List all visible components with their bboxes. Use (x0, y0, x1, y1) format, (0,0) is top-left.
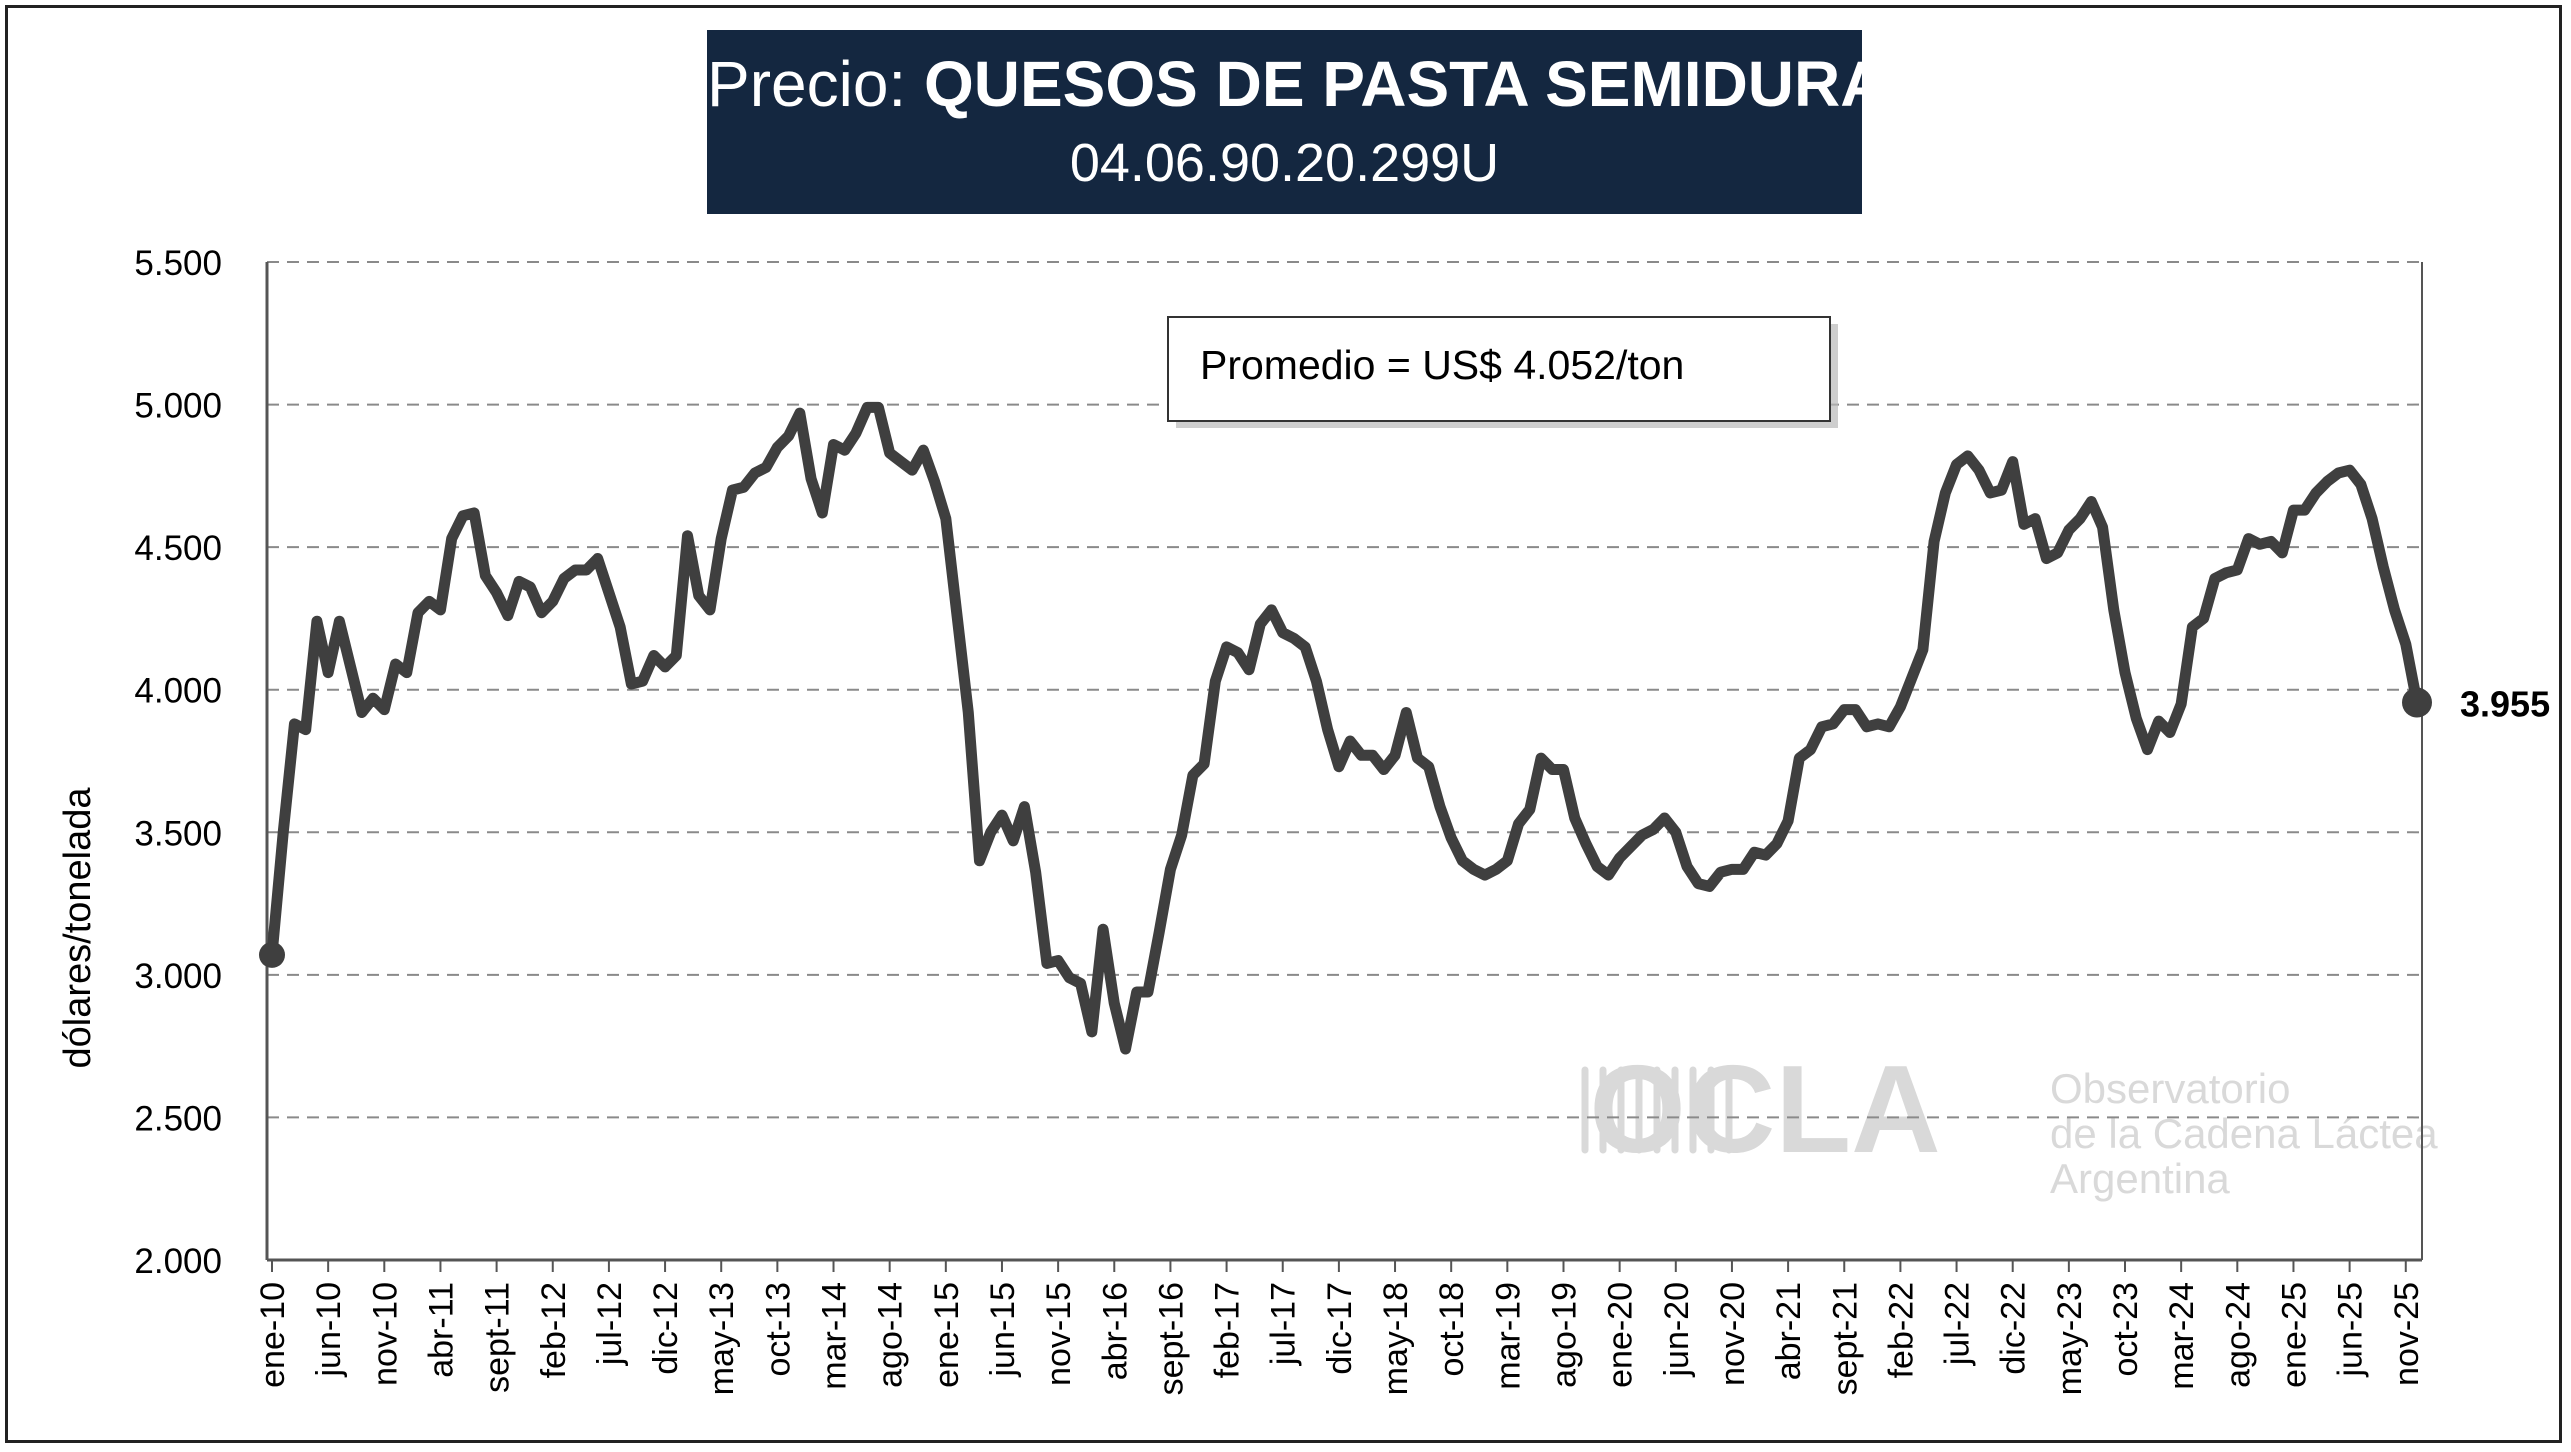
x-tick-label: nov-10 (366, 1282, 404, 1386)
y-tick-label: 2.000 (134, 1242, 222, 1281)
x-tick-label: oct-18 (1433, 1282, 1471, 1377)
x-tick-label: jun-15 (984, 1282, 1022, 1378)
y-tick-label: 3.500 (134, 814, 222, 853)
wave-bars (1581, 1066, 1733, 1154)
x-tick-label: nov-20 (1714, 1282, 1752, 1386)
x-tick-label: ene-25 (2275, 1282, 2313, 1388)
y-axis-tick-labels: 2.000 2.500 3.000 3.500 4.000 4.500 5.000 5.500 (134, 244, 222, 1281)
x-tick-label: ago-19 (1545, 1282, 1583, 1388)
ocla-logo-text: OCLA (1589, 1041, 1940, 1179)
x-tick-label: nov-25 (2388, 1282, 2426, 1386)
y-tick-label: 5.500 (134, 244, 222, 283)
x-tick-label: jun-20 (1658, 1282, 1696, 1378)
title-product: QUESOS DE PASTA SEMIDURA (923, 48, 1887, 120)
y-tick-label: 5.000 (134, 387, 222, 426)
x-tick-label: ago-14 (872, 1282, 910, 1388)
x-tick-label: nov-15 (1040, 1282, 1078, 1386)
x-tick-label: sept-21 (1826, 1282, 1864, 1395)
ocla-logo-waves-icon (1581, 1066, 1733, 1154)
y-tick-label: 4.500 (134, 529, 222, 568)
watermark-line-1: Observatorio (2050, 1065, 2290, 1112)
x-tick-label: feb-17 (1209, 1282, 1247, 1378)
x-tick-label: ene-10 (254, 1282, 292, 1388)
chart-title: Precio: QUESOS DE PASTA SEMIDURA (707, 52, 1886, 116)
x-tick-label: jul-22 (1939, 1282, 1977, 1366)
x-tick-label: may-18 (1377, 1282, 1415, 1395)
x-tick-label: jul-17 (1265, 1282, 1303, 1366)
x-tick-label: ago-24 (2219, 1282, 2257, 1388)
x-tick-label: feb-12 (535, 1282, 573, 1378)
x-tick-label: jun-25 (2332, 1282, 2370, 1378)
y-tick-label: 4.000 (134, 672, 222, 711)
x-axis-tick-labels: ene-10 jun-10 nov-10 abr-11 sept-11 feb-12 jul… (254, 1260, 2426, 1395)
x-tick-label: may-23 (2051, 1282, 2089, 1395)
average-annotation-box: Promedio = US$ 4.052/ton (1167, 316, 1838, 428)
x-tick-label: dic-22 (1995, 1282, 2033, 1375)
x-tick-label: abr-11 (422, 1282, 460, 1378)
y-axis-label: dólares/tonelada (57, 787, 99, 1069)
x-tick-label: jul-12 (591, 1282, 629, 1366)
x-tick-label: sept-11 (479, 1282, 517, 1393)
axes (265, 262, 2423, 1262)
x-tick-label: abr-16 (1096, 1282, 1134, 1380)
x-tick-label: abr-21 (1770, 1282, 1808, 1380)
last-point-marker (2402, 687, 2432, 718)
x-tick-label: feb-22 (1882, 1282, 1920, 1378)
tariff-code: 04.06.90.20.299U (1069, 133, 1500, 193)
y-tick-label: 2.500 (134, 1099, 222, 1138)
x-tick-label: sept-16 (1152, 1282, 1190, 1395)
series-group: 3.955 (259, 401, 2550, 1055)
watermark-line-3: Argentina (2050, 1155, 2230, 1202)
first-point-marker (259, 941, 285, 968)
x-tick-label: mar-24 (2163, 1282, 2201, 1390)
x-tick-label: dic-12 (647, 1282, 685, 1375)
title-banner: Precio: QUESOS DE PASTA SEMIDURA 04.06.9… (707, 30, 1886, 214)
x-tick-label: ene-15 (928, 1282, 966, 1388)
average-annotation-text: Promedio = US$ 4.052/ton (1200, 342, 1684, 388)
title-prefix: Precio: (707, 48, 924, 120)
x-tick-label: may-13 (703, 1282, 741, 1395)
last-value-label: 3.955 (2460, 684, 2550, 725)
x-tick-label: oct-13 (759, 1282, 797, 1377)
y-tick-label: 3.000 (134, 957, 222, 996)
x-tick-label: oct-23 (2107, 1282, 2145, 1377)
x-tick-label: mar-14 (816, 1282, 854, 1390)
x-tick-label: mar-19 (1489, 1282, 1527, 1390)
price-series-line (266, 401, 2423, 1055)
x-tick-label: ene-20 (1602, 1282, 1640, 1388)
ocla-watermark: OCLA Observatorio de la Cadena Láctea Ar… (1581, 1041, 2438, 1202)
x-tick-label: jun-10 (310, 1282, 348, 1378)
x-tick-label: dic-17 (1321, 1282, 1359, 1375)
